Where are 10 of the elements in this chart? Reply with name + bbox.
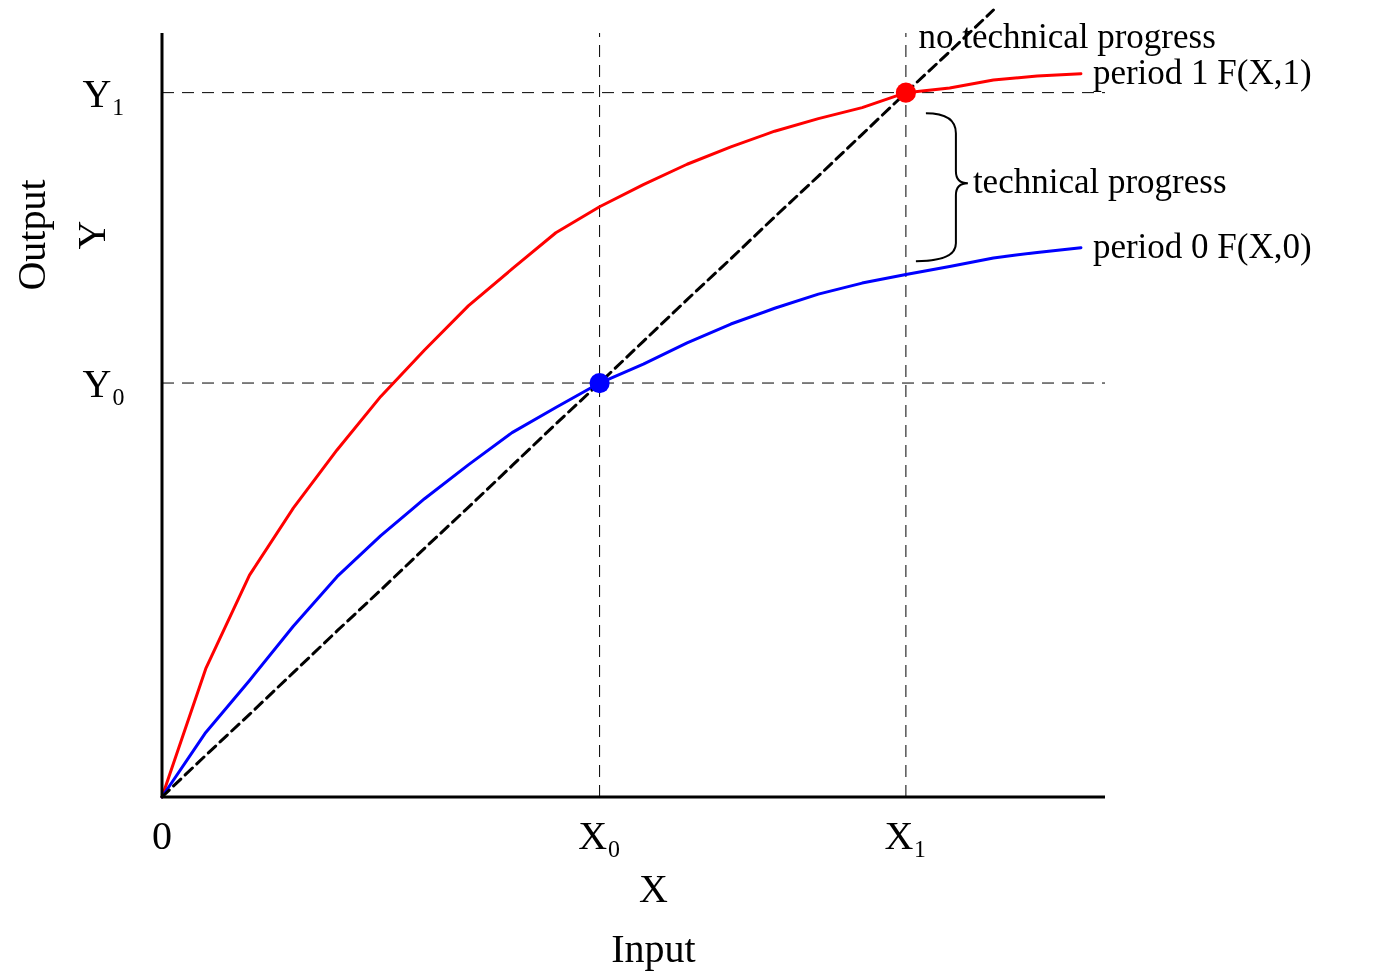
x-tick-label: 0 — [152, 813, 172, 858]
y-axis-title: Output Y — [9, 179, 114, 291]
series-label: no technical progress — [918, 17, 1216, 56]
x-axis-title: X Input — [611, 866, 696, 971]
x-tick-label: X₀ — [578, 813, 622, 858]
ref-line-label: Y₁ — [82, 70, 126, 116]
ref-line-label: Y₀ — [82, 361, 126, 407]
series-label: period 0 F(X,0) — [1092, 226, 1312, 266]
annotation: technical progress — [972, 162, 1227, 202]
x-tick-label: X₁ — [884, 813, 928, 858]
